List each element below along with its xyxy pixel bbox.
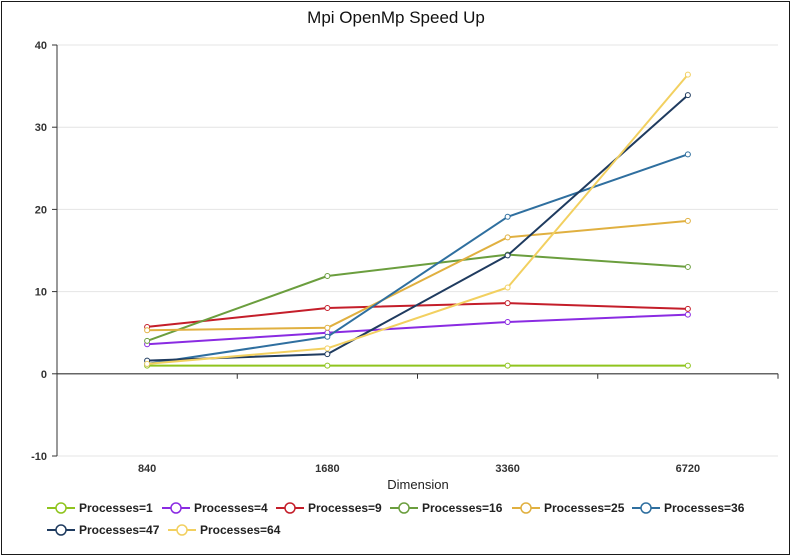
legend-marker: [640, 502, 652, 514]
x-tick-label: 1680: [315, 463, 339, 475]
legend-marker: [398, 502, 410, 514]
data-point: [504, 252, 511, 259]
data-point: [324, 333, 331, 340]
legend-label: Processes=25: [544, 501, 625, 515]
legend-label: Processes=64: [200, 523, 281, 537]
data-point: [144, 337, 151, 344]
data-point: [324, 345, 331, 352]
data-point: [144, 327, 151, 334]
legend-label: Processes=9: [308, 501, 382, 515]
legend-label: Processes=1: [79, 501, 153, 515]
y-tick-label: 40: [35, 40, 47, 52]
legend-item: Processes=64: [168, 523, 281, 537]
data-point: [324, 324, 331, 331]
legend-marker: [284, 502, 296, 514]
data-point: [504, 362, 511, 369]
data-point: [504, 319, 511, 326]
data-point: [684, 217, 691, 224]
y-tick-label: -10: [31, 451, 47, 463]
data-point: [684, 362, 691, 369]
legend-marker: [176, 524, 188, 536]
legend-marker: [55, 502, 67, 514]
series-line: [146, 302, 688, 328]
data-point: [144, 360, 151, 367]
legend-label: Processes=4: [194, 501, 268, 515]
data-point: [324, 362, 331, 369]
data-point: [504, 300, 511, 307]
x-tick-label: 3360: [495, 463, 519, 475]
axes: -10 0 10 20 30 40 840 1680 3360 6720: [31, 40, 779, 475]
data-point: [504, 284, 511, 291]
data-point: [684, 263, 691, 270]
series-8: [144, 71, 691, 367]
legend-item: Processes=25: [512, 501, 625, 515]
legend-marker: [170, 502, 182, 514]
data-point: [684, 305, 691, 312]
series-line: [146, 253, 688, 342]
data-point: [684, 151, 691, 158]
data-point: [324, 305, 331, 312]
legend-item: Processes=47: [47, 523, 160, 537]
series-2: [144, 311, 691, 348]
series-6: [144, 151, 691, 367]
y-tick-label: 30: [35, 122, 47, 134]
data-point: [324, 351, 331, 358]
data-point: [504, 234, 511, 241]
y-tick-label: 10: [35, 287, 47, 299]
legend-item: Processes=1: [47, 501, 153, 515]
legend-label: Processes=16: [422, 501, 503, 515]
series-1: [144, 362, 691, 369]
y-tick-label: 0: [41, 369, 47, 381]
legend-item: Processes=16: [390, 501, 503, 515]
series-line: [147, 313, 688, 346]
legend-label: Processes=36: [664, 501, 745, 515]
series-line: [147, 219, 688, 332]
legend: Processes=1 Processes=4 Processes=9 Process…: [47, 501, 745, 537]
legend-item: Processes=4: [162, 501, 268, 515]
data-point: [684, 71, 691, 78]
data-point: [684, 92, 691, 99]
series-line: [147, 94, 689, 362]
x-axis-label: Dimension: [387, 477, 448, 492]
x-tick-label: 6720: [676, 463, 700, 475]
legend-marker: [55, 524, 67, 536]
series-7: [144, 92, 691, 364]
series-line: [146, 153, 689, 365]
grid-lines: [57, 44, 778, 457]
legend-item: Processes=9: [276, 501, 382, 515]
x-tick-label: 840: [138, 463, 156, 475]
legend-label: Processes=47: [79, 523, 160, 537]
data-point: [504, 213, 511, 220]
data-point: [684, 311, 691, 318]
series-5: [144, 217, 691, 334]
legend-marker: [520, 502, 532, 514]
legend-item: Processes=36: [632, 501, 745, 515]
chart-title: Mpi OpenMp Speed Up: [307, 8, 485, 27]
y-tick-label: 20: [35, 204, 47, 216]
series-group: [144, 71, 691, 369]
series-line: [147, 73, 689, 365]
data-point: [324, 272, 331, 279]
